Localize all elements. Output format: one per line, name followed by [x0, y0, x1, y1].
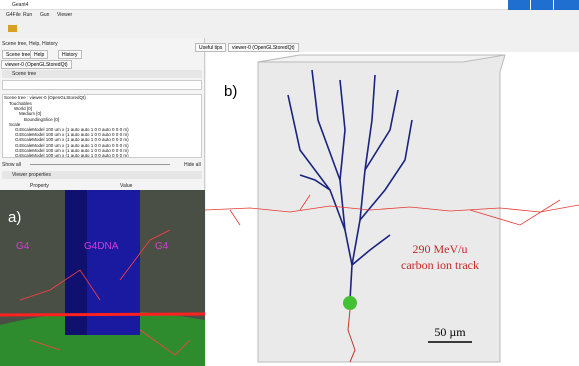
region-label: G4	[16, 241, 30, 252]
title-bar: Geant4	[0, 0, 579, 10]
region-side	[65, 190, 87, 335]
section-title: Scene tree	[12, 71, 37, 77]
tree-item[interactable]: World [0]	[14, 106, 32, 112]
track	[0, 312, 206, 317]
panel-tab[interactable]: Help	[30, 50, 49, 59]
dendrite	[359, 119, 413, 221]
viewer-tab[interactable]: viewer-0 (OpenGLStoredQt)	[1, 60, 72, 69]
show-all[interactable]: Show all	[2, 162, 21, 168]
dendrite	[287, 94, 353, 301]
inset-label: a)	[8, 209, 21, 226]
soma	[343, 296, 357, 310]
hide-all[interactable]: Hide all	[184, 162, 201, 168]
region-label: G4DNA	[84, 241, 119, 252]
track-label: carbon ion track	[401, 258, 479, 272]
close[interactable]	[554, 0, 579, 10]
prop-col: Property	[30, 183, 49, 189]
scene-tree: Scene tree : viewer-0 (OpenGLStoredQt) T…	[2, 94, 202, 158]
secondaries	[19, 229, 191, 356]
properties-header: Viewer properties	[2, 171, 202, 179]
tree-item[interactable]: G4ScaleModel 100 um x (1 auto auto 1 0 0…	[15, 137, 129, 143]
scale-label: 50 µm	[434, 325, 466, 339]
menu-item[interactable]: Gun	[40, 12, 50, 18]
slider[interactable]	[30, 164, 170, 165]
dendrite	[299, 174, 331, 191]
dendrites	[287, 69, 413, 301]
prop-col: Value	[120, 183, 133, 189]
axon	[347, 309, 356, 363]
panel-label: b)	[224, 83, 237, 100]
viewer-tab[interactable]: viewer-0 (OpenGLStoredQt)	[228, 43, 299, 52]
slab	[257, 54, 506, 363]
toolbar-icon[interactable]	[8, 25, 17, 32]
panel-b	[204, 54, 579, 363]
tree-item[interactable]: BoundingSlice [0]	[24, 116, 60, 122]
tree-item[interactable]: Medium [0]	[19, 111, 42, 117]
tree-item[interactable]: G4ScaleModel 100 um x (1 auto auto 1 0 0…	[15, 127, 129, 132]
dendrite	[364, 89, 399, 171]
track-label: 290 MeV/u	[413, 242, 468, 256]
menu-item[interactable]: Run	[23, 12, 33, 18]
left-panel: Scene tree, Help, History viewer-0 (Open…	[0, 38, 205, 193]
dendrite	[351, 234, 391, 266]
tree-header: Scene tree : viewer-0 (OpenGLStoredQt)	[4, 95, 86, 100]
dock-title: Scene tree, Help, History	[2, 41, 58, 47]
properties-title: Viewer properties	[12, 172, 51, 178]
menu-item[interactable]: G4File	[6, 12, 21, 18]
inset-a	[0, 190, 206, 366]
tree-item[interactable]: G4ScaleModel 100 um x (1 auto auto 1 0 0…	[15, 132, 129, 138]
dendrite	[311, 69, 346, 231]
menu-item[interactable]: Viewer	[57, 12, 73, 18]
region-label: G4	[155, 241, 169, 252]
viewer-tab[interactable]: Useful tips	[195, 43, 227, 52]
tree-item[interactable]: G4ScaleModel 100 um x (1 auto auto 1 0 0…	[15, 147, 129, 153]
maximize[interactable]	[531, 0, 553, 10]
panel-tab[interactable]: History	[58, 50, 82, 59]
ion-track	[204, 194, 579, 226]
tree-item[interactable]: G4ScaleModel 100 um x (1 auto auto 1 0 0…	[15, 153, 129, 158]
ground	[0, 311, 205, 366]
search-box[interactable]	[2, 80, 202, 90]
dendrite	[339, 79, 346, 181]
section-header: Scene tree	[2, 70, 202, 78]
window-title: Geant4	[12, 2, 29, 8]
minimize[interactable]	[508, 0, 530, 10]
tree-item[interactable]: Scale	[9, 121, 21, 127]
tree-item[interactable]: Touchables	[9, 101, 32, 106]
slab-top	[257, 54, 506, 63]
tree-item[interactable]: G4ScaleModel 100 um x (1 auto auto 1 0 0…	[15, 142, 129, 148]
